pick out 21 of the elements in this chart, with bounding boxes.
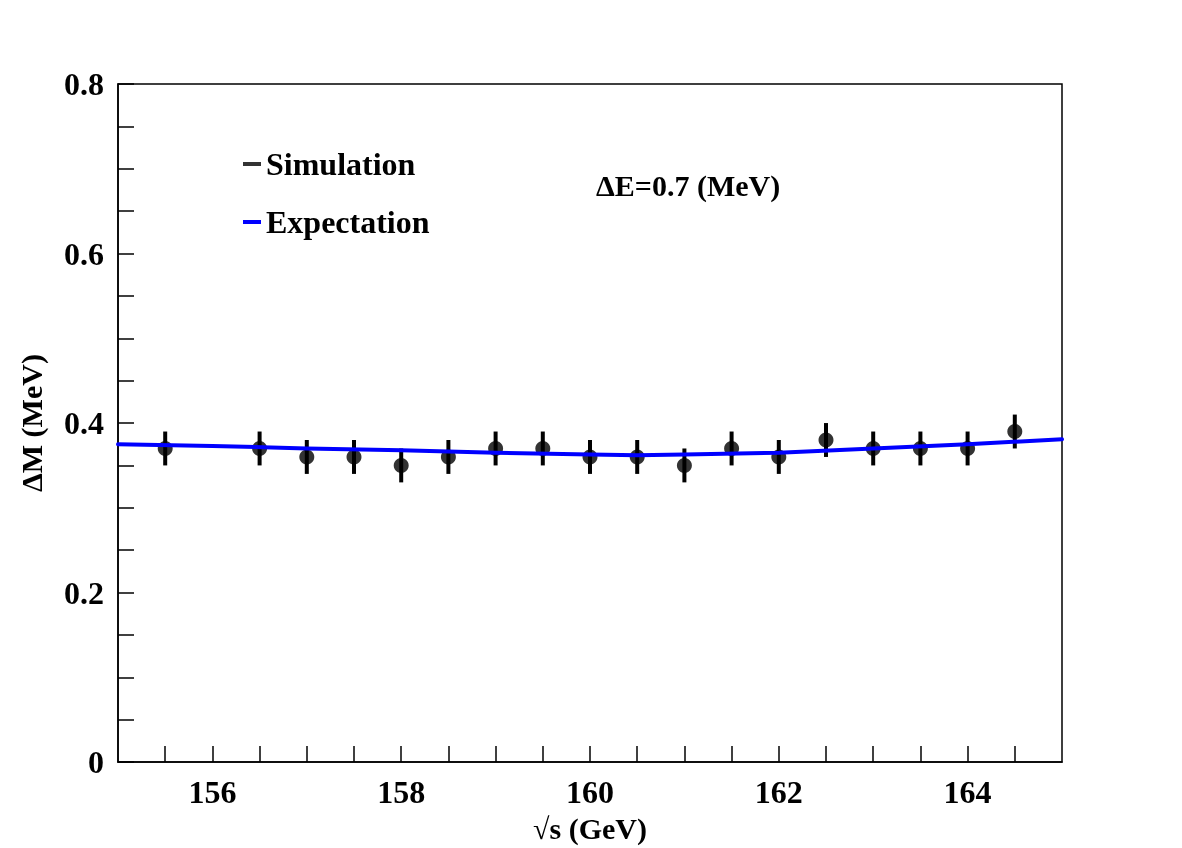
point	[1007, 424, 1023, 440]
x-tick-label: 158	[377, 774, 426, 811]
point	[393, 457, 409, 473]
y-tick-label: 0.6	[64, 235, 104, 272]
point	[299, 449, 315, 465]
y-tick-label: 0.8	[64, 66, 104, 102]
x-tick-label: 160	[566, 774, 614, 811]
legend-label: Simulation	[266, 146, 416, 182]
annotation: ΔE=0.7 (MeV)	[596, 168, 781, 203]
x-tick-label: 162	[754, 774, 803, 811]
y-tick-label: 0	[88, 744, 104, 781]
point	[818, 432, 834, 448]
point	[346, 449, 362, 465]
y-tick-label: 0.4	[64, 405, 104, 442]
y-axis-title: ΔM (MeV)	[14, 354, 49, 492]
x-axis-title: √s (GeV)	[533, 811, 647, 846]
point	[676, 457, 692, 473]
x-tick-label: 156	[188, 774, 237, 811]
legend-label: Expectation	[266, 204, 430, 240]
x-tick-label: 164	[943, 774, 992, 811]
y-tick-label: 0.2	[64, 574, 104, 611]
